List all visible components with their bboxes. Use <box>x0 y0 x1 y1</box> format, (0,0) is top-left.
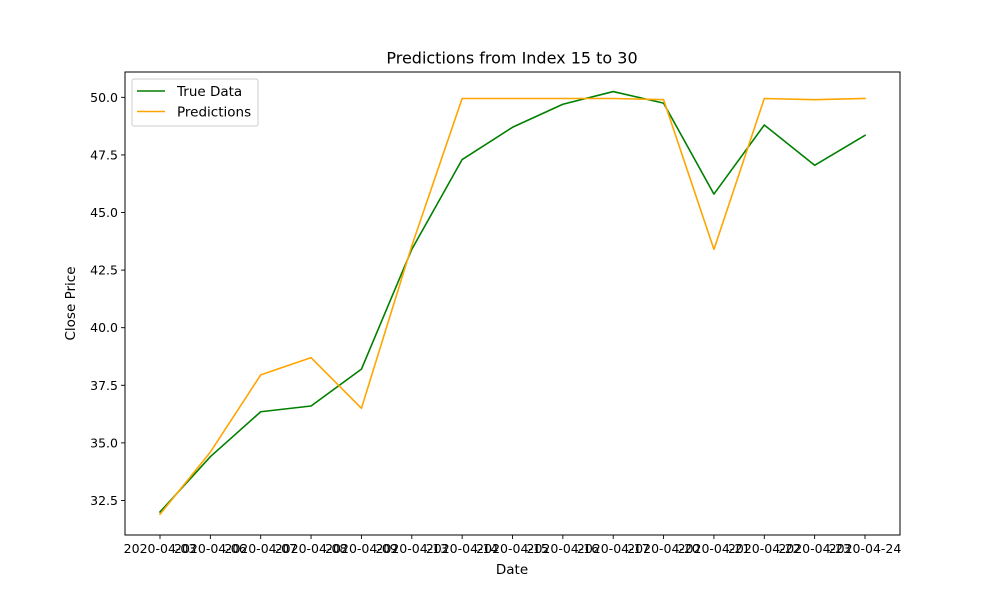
y-axis-label: Close Price <box>63 267 79 341</box>
x-tick-label: 2020-04-14 <box>426 541 499 556</box>
y-tick-label: 32.5 <box>90 493 118 508</box>
y-tick-label: 37.5 <box>90 378 118 393</box>
y-tick-label: 40.0 <box>90 320 118 335</box>
y-axis: 32.5 35.0 37.5 40.0 42.5 45.0 47.5 50.0 <box>90 90 125 508</box>
y-tick-label: 50.0 <box>90 90 118 105</box>
x-tick-label: 2020-04-15 <box>476 541 549 556</box>
y-tick-label: 35.0 <box>90 435 118 450</box>
y-tick-label: 45.0 <box>90 205 118 220</box>
x-axis: 2020-04-032020-04-062020-04-072020-04-08… <box>124 535 902 556</box>
x-tick-label: 2020-04-21 <box>678 541 751 556</box>
x-tick-label: 2020-04-07 <box>224 541 297 556</box>
y-tick-label: 42.5 <box>90 263 118 278</box>
x-tick-label: 2020-04-09 <box>325 541 398 556</box>
series-line-predictions <box>158 97 866 516</box>
x-tick-label: 2020-04-08 <box>275 541 348 556</box>
x-tick-label: 2020-04-16 <box>527 541 600 556</box>
x-tick-label: 2020-04-17 <box>577 541 650 556</box>
x-tick-label: 2020-04-06 <box>174 541 247 556</box>
x-tick-label: 2020-04-13 <box>375 541 448 556</box>
series-layer <box>158 90 867 516</box>
x-tick-label: 2020-04-03 <box>124 541 197 556</box>
x-tick-label: 2020-04-24 <box>829 541 902 556</box>
x-tick-label: 2020-04-20 <box>627 541 700 556</box>
x-tick-label: 2020-04-23 <box>778 541 851 556</box>
legend-label: True Data <box>176 84 242 100</box>
legend: True Data Predictions <box>131 78 259 127</box>
legend-label: Predictions <box>177 105 251 121</box>
chart-title: Predictions from Index 15 to 30 <box>386 49 637 68</box>
y-tick-label: 47.5 <box>90 147 118 162</box>
x-axis-label: Date <box>496 562 528 578</box>
x-tick-label: 2020-04-22 <box>728 541 801 556</box>
